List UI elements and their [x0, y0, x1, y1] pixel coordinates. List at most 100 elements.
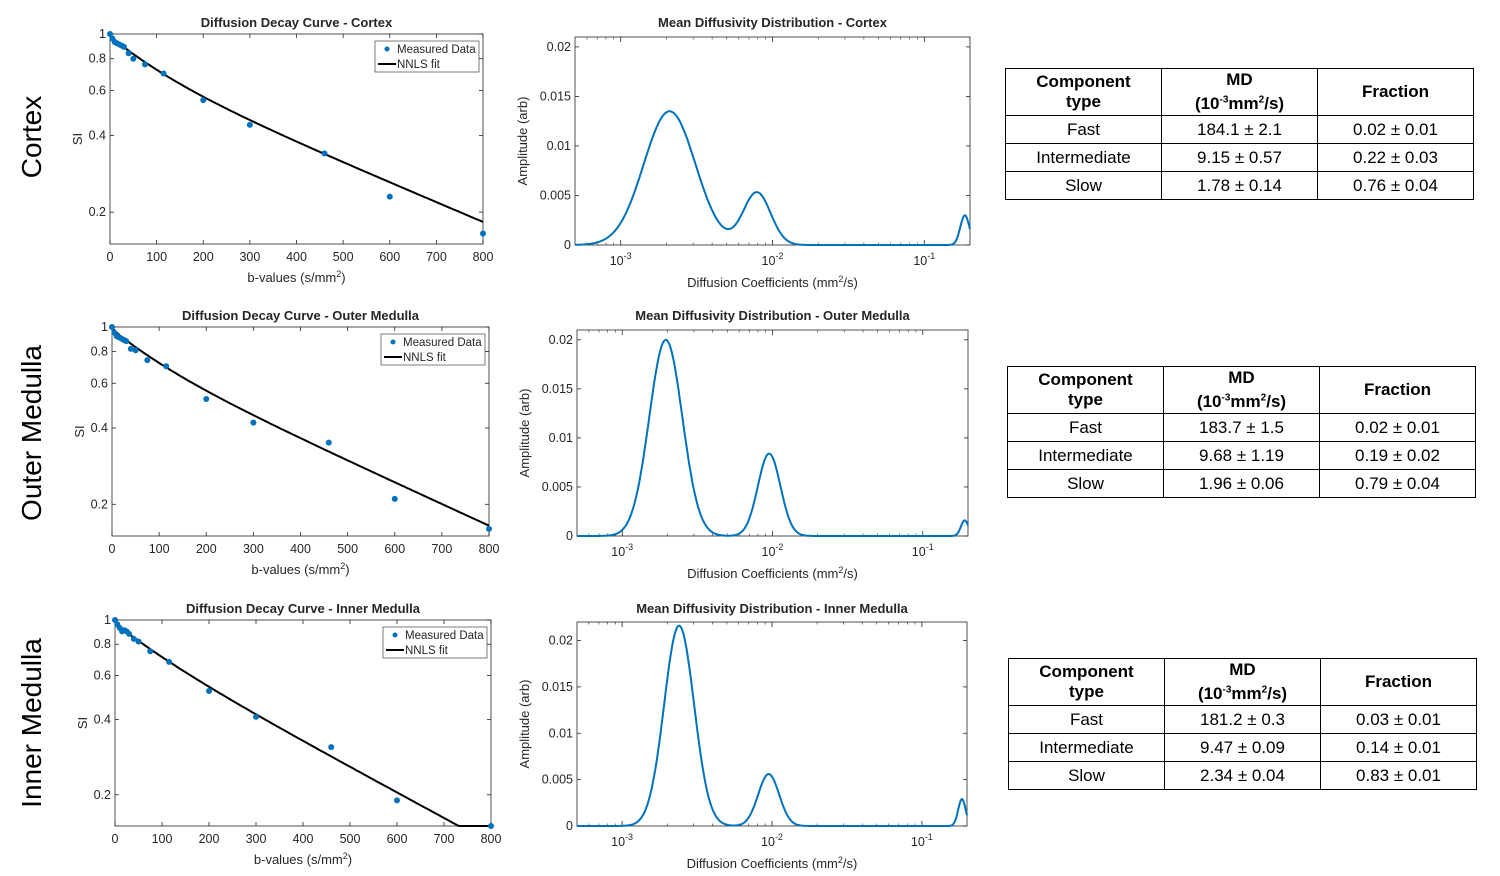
component-table-cortex: Component type MD (10-3mm2/s) Fraction Fast 18…	[1005, 68, 1474, 200]
x-tick-label: 700	[434, 832, 455, 846]
y-tick-label: 0.8	[94, 637, 111, 651]
y-tick-label: 0.01	[547, 139, 571, 153]
cell-fraction: 0.22 ± 0.03	[1317, 143, 1474, 172]
y-tick-label: 0.01	[549, 726, 573, 740]
y-axis-label: Amplitude (arb)	[517, 680, 532, 769]
x-tick-label: 10-3	[610, 251, 632, 268]
header-component: Component	[1038, 370, 1133, 389]
cell-component-type: Intermediate	[1007, 441, 1164, 470]
cell-fraction: 0.03 ± 0.01	[1320, 705, 1477, 734]
table-row: Fast 181.2 ± 0.3 0.03 ± 0.01	[1008, 705, 1477, 734]
table-row: Fast 183.7 ± 1.5 0.02 ± 0.01	[1007, 413, 1476, 442]
y-tick-label: 0.02	[549, 333, 573, 347]
table-row: Slow 1.78 ± 0.14 0.76 ± 0.04	[1005, 171, 1474, 200]
y-tick-label: 0	[564, 238, 571, 252]
measured-data-point	[127, 345, 134, 352]
table-row: Fast 184.1 ± 2.1 0.02 ± 0.01	[1005, 115, 1474, 144]
x-tick-label: 10-1	[913, 251, 935, 268]
y-tick-label: 0.4	[91, 421, 108, 435]
y-axis-label: SI	[75, 717, 90, 729]
nnls-fit-line	[109, 33, 484, 223]
x-tick-label: 100	[146, 250, 167, 264]
y-tick-label: 0.015	[540, 89, 571, 103]
x-tick-label: 100	[149, 542, 170, 556]
cell-component-type: Fast	[1008, 705, 1165, 734]
cell-fraction: 0.02 ± 0.01	[1319, 413, 1476, 442]
x-tick-label: 400	[286, 250, 307, 264]
measured-data-point	[321, 150, 328, 157]
measured-data-point	[147, 648, 154, 655]
x-tick-label: 600	[384, 542, 405, 556]
cell-md: 184.1 ± 2.1	[1161, 115, 1318, 144]
cell-component-type: Fast	[1005, 115, 1162, 144]
cell-component-type: Slow	[1005, 171, 1162, 200]
measured-data-point	[486, 525, 492, 532]
cell-md: 1.96 ± 0.06	[1163, 469, 1320, 498]
x-tick-label: 800	[479, 542, 500, 556]
y-tick-label: 0	[566, 819, 573, 833]
header-type: type	[1066, 92, 1101, 111]
measured-data-point	[325, 439, 332, 446]
legend-label-fit: NNLS fit	[405, 645, 449, 657]
y-axis-label: SI	[72, 425, 87, 437]
header-component: Component	[1036, 72, 1131, 91]
measured-data-point	[206, 688, 212, 695]
legend-box	[380, 333, 486, 366]
measured-data-point	[120, 43, 127, 50]
y-tick-label: 0.6	[91, 376, 108, 390]
y-tick-label: 0.6	[89, 84, 106, 98]
legend-label-measured: Measured Data	[405, 630, 484, 642]
table-header-row: Component type MD (10-3mm2/s) Fraction	[1007, 366, 1476, 414]
chart-title: Diffusion Decay Curve - Cortex	[201, 15, 393, 30]
header-md: MD (10-3mm2/s)	[1163, 366, 1320, 414]
component-table-outer-medulla: Component type MD (10-3mm2/s) Fraction Fast 18…	[1007, 366, 1476, 498]
x-tick-label: 800	[481, 832, 502, 846]
header-fraction: Fraction	[1320, 658, 1477, 706]
y-tick-label: 0.4	[89, 128, 106, 142]
cell-md: 9.47 ± 0.09	[1164, 733, 1321, 762]
header-md-label: MD	[1229, 660, 1256, 680]
chart-5: Mean Diffusivity Distribution - Inner Me…	[517, 601, 968, 849]
y-axis-label: Amplitude (arb)	[515, 97, 530, 186]
x-tick-label: 500	[333, 250, 354, 264]
cell-component-type: Intermediate	[1008, 733, 1165, 762]
header-component-type: Component type	[1007, 366, 1164, 414]
legend-marker-measured	[384, 46, 390, 52]
cell-md: 9.68 ± 1.19	[1163, 441, 1320, 470]
y-tick-label: 1	[101, 320, 108, 334]
table-header-row: Component type MD (10-3mm2/s) Fraction	[1008, 658, 1477, 706]
measured-data-point	[386, 193, 393, 200]
y-tick-label: 0.2	[89, 205, 106, 219]
legend-marker-measured	[392, 632, 398, 638]
x-tick-label: 10-2	[762, 542, 784, 559]
measured-data-point	[160, 70, 167, 77]
y-tick-label: 0.02	[547, 40, 571, 54]
x-tick-label: 0	[109, 542, 116, 556]
chart-3: Mean Diffusivity Distribution - Outer Me…	[517, 308, 969, 559]
header-component: Component	[1039, 662, 1134, 681]
plot-frame	[576, 621, 968, 827]
cell-component-type: Slow	[1007, 469, 1164, 498]
header-fraction: Fraction	[1319, 366, 1476, 414]
header-md: MD (10-3mm2/s)	[1164, 658, 1321, 706]
header-md-unit: (10-3mm2/s)	[1194, 93, 1285, 113]
x-tick-label: 100	[152, 832, 173, 846]
measured-data-point	[130, 635, 137, 642]
measured-data-point	[253, 713, 259, 720]
measured-data-point	[144, 357, 151, 364]
y-axis-label: Amplitude (arb)	[517, 389, 532, 478]
cell-md: 9.15 ± 0.57	[1161, 143, 1318, 172]
y-tick-label: 0.005	[542, 480, 573, 494]
measured-data-point	[126, 630, 133, 637]
measured-data-point	[112, 617, 118, 623]
x-tick-label: 200	[199, 832, 220, 846]
header-md-unit: (10-3mm2/s)	[1196, 391, 1287, 411]
distribution-line	[575, 110, 971, 246]
measured-data-point	[135, 638, 142, 645]
chart-title: Mean Diffusivity Distribution - Inner Me…	[636, 601, 908, 616]
x-tick-label: 10-1	[911, 832, 933, 849]
y-tick-label: 0.015	[542, 680, 573, 694]
measured-data-point	[203, 396, 210, 403]
